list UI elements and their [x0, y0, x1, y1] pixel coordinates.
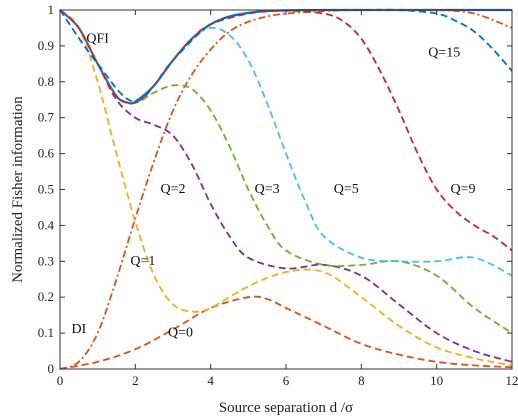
y-tick-label: 0.2: [38, 289, 54, 304]
plot-lines: [59, 8, 513, 370]
x-tick-label: 0: [57, 373, 64, 388]
y-tick-label: 0: [48, 361, 55, 376]
y-tick-label: 0.3: [38, 253, 54, 268]
y-tick-label: 0.4: [38, 217, 55, 232]
curve-annotations: QFI DI Q=0 Q=1 Q=2 Q=3 Q=5 Q=9 Q=15: [71, 31, 475, 340]
x-axis-ticks: 0 2 4 6 8 10 12: [57, 10, 518, 388]
series-line-q-5: [59, 9, 513, 277]
x-tick-label: 8: [358, 373, 365, 388]
y-tick-label: 0.1: [38, 325, 54, 340]
annotation-q-3: Q=3: [255, 182, 280, 197]
series-line-q-9: [59, 9, 513, 252]
x-tick-label: 10: [430, 373, 443, 388]
plot-frame: [59, 9, 513, 370]
annotation-q-1: Q=1: [130, 254, 155, 269]
y-axis-ticks: 0 0.1 0.2 0.3 0.4 0.5 0.6 0.7 0.8 0.9 1: [38, 2, 512, 376]
annotation-qfi: QFI: [86, 31, 109, 46]
y-tick-label: 0.7: [38, 110, 55, 125]
annotation-q-5: Q=5: [334, 182, 359, 197]
y-tick-label: 1: [48, 2, 55, 17]
y-tick-label: 0.6: [38, 146, 55, 161]
annotation-q-0: Q=0: [168, 326, 193, 341]
series-line-q-2: [59, 9, 513, 363]
series-line-q-1: [59, 9, 513, 367]
annotation-q-15: Q=15: [428, 46, 460, 61]
annotation-q-2: Q=2: [160, 182, 185, 197]
y-tick-label: 0.5: [38, 182, 54, 197]
series-line-q-0: [59, 295, 513, 370]
x-tick-label: 6: [283, 373, 290, 388]
x-tick-label: 2: [132, 373, 139, 388]
y-axis-label: Normalized Fisher information: [10, 96, 26, 283]
y-tick-label: 0.8: [38, 74, 54, 89]
y-tick-label: 0.9: [38, 38, 54, 53]
x-tick-label: 12: [506, 373, 518, 388]
annotation-di: DI: [71, 322, 86, 337]
x-axis-label: Source separation d /σ: [219, 400, 353, 416]
annotation-q-9: Q=9: [451, 182, 476, 197]
x-tick-label: 4: [207, 373, 214, 388]
series-line-di: [59, 8, 513, 370]
